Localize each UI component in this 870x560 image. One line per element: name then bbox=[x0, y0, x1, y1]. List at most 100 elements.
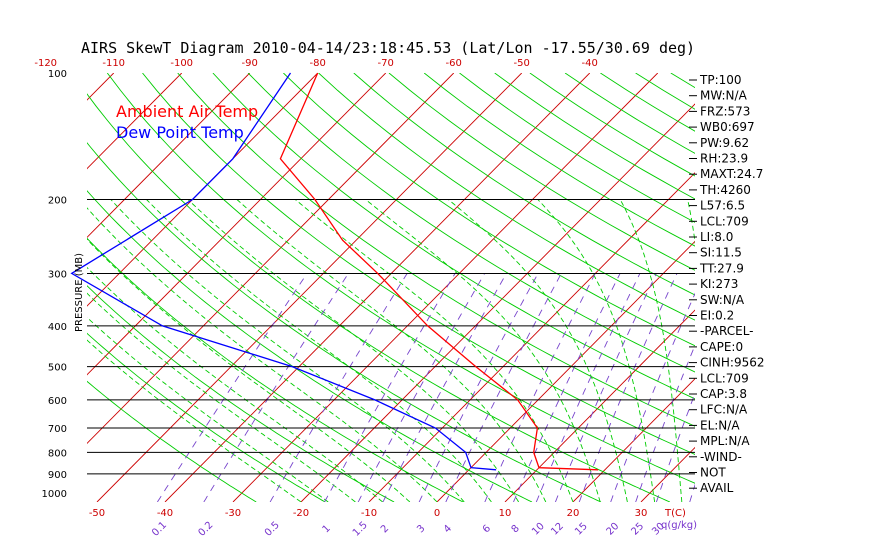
moist-adiabat-line bbox=[537, 199, 656, 502]
pressure-tick-label: 1000 bbox=[42, 489, 67, 500]
isotherm-line bbox=[87, 73, 319, 307]
top-temp-tick-label: -80 bbox=[310, 58, 326, 69]
dry-adiabat-line bbox=[87, 237, 464, 502]
mixing-ratio-line bbox=[610, 292, 695, 502]
bottom-temp-tick-label: 10 bbox=[499, 508, 512, 519]
index-label: RH:23.9 bbox=[700, 152, 748, 166]
pressure-tick-label: 600 bbox=[48, 396, 67, 407]
isotherm-line bbox=[0, 73, 46, 502]
mixing-ratio-tick-label: 8 bbox=[510, 523, 522, 535]
mixing-ratio-unit: q(g/kg) bbox=[661, 520, 697, 531]
dry-adiabat-line bbox=[388, 73, 695, 271]
dry-adiabat-line bbox=[87, 380, 257, 502]
mixing-ratio-tick-label: 0.1 bbox=[150, 520, 169, 539]
mixing-ratio-tick-label: 10 bbox=[530, 521, 547, 538]
bottom-temp-tick-label: 0 bbox=[434, 508, 440, 519]
bottom-temp-tick-label: 20 bbox=[567, 508, 580, 519]
index-label: L57:6.5 bbox=[700, 199, 745, 213]
index-label: MPL:N/A bbox=[700, 434, 750, 448]
index-label: EI:0.2 bbox=[700, 309, 734, 323]
index-label: AVAIL bbox=[700, 481, 734, 495]
mixing-ratio-tick-label: 0.2 bbox=[197, 520, 216, 539]
mixing-ratio-line bbox=[418, 273, 539, 502]
mixing-ratio-line bbox=[157, 273, 308, 502]
isotherm-line bbox=[232, 73, 659, 502]
index-label: -PARCEL- bbox=[700, 324, 754, 338]
mixing-ratio-tick-label: 3 bbox=[415, 523, 427, 535]
bottom-temp-tick-label: 30 bbox=[635, 508, 648, 519]
index-label: TH:4260 bbox=[699, 183, 751, 197]
index-label: LI:8.0 bbox=[700, 230, 733, 244]
bottom-temp-tick-label: -40 bbox=[157, 508, 173, 519]
diagram-background bbox=[0, 73, 870, 502]
moist-adiabat-line bbox=[87, 266, 383, 502]
index-label: LCL:709 bbox=[700, 214, 749, 228]
index-label: KI:273 bbox=[700, 277, 738, 291]
isotherm-line bbox=[87, 73, 183, 170]
mixing-ratio-line bbox=[357, 273, 486, 502]
index-label: PW:9.62 bbox=[700, 136, 749, 150]
top-temp-tick-label: -100 bbox=[170, 58, 193, 69]
index-label: WB0:697 bbox=[700, 120, 755, 134]
index-label: -WIND- bbox=[700, 450, 742, 464]
mixing-ratio-line bbox=[484, 273, 596, 502]
isotherm-line bbox=[640, 446, 695, 502]
dry-adiabat-line bbox=[353, 73, 695, 296]
bottom-temp-tick-label: -50 bbox=[89, 508, 105, 519]
pressure-tick-label: 400 bbox=[48, 322, 67, 333]
index-label: MW:N/A bbox=[700, 89, 748, 103]
index-label: MAXT:24.7 bbox=[700, 167, 763, 181]
moist-adiabat-line bbox=[87, 238, 411, 502]
isotherm-line bbox=[87, 73, 455, 445]
isotherm-line bbox=[777, 73, 870, 502]
pressure-tick-label: 900 bbox=[48, 470, 67, 481]
dry-adiabat-line bbox=[106, 73, 695, 484]
mixing-ratio-line bbox=[269, 273, 408, 502]
moist-adiabat-line bbox=[365, 199, 601, 502]
mixing-ratio-line bbox=[445, 273, 562, 502]
dry-adiabat-line bbox=[283, 73, 695, 347]
moist-adiabat-line bbox=[87, 316, 329, 502]
dew-point-temp-line bbox=[70, 72, 497, 471]
bottom-temp-tick-label: -30 bbox=[225, 508, 241, 519]
pressure-tick-label: 100 bbox=[48, 69, 67, 80]
index-label: NOT bbox=[700, 466, 726, 480]
top-temp-tick-label: -60 bbox=[446, 58, 462, 69]
mixing-ratio-tick-label: 0.5 bbox=[263, 520, 282, 539]
index-label: SW:N/A bbox=[700, 293, 745, 307]
top-temp-tick-label: -70 bbox=[378, 58, 394, 69]
isotherm-line bbox=[300, 103, 695, 502]
mixing-ratio-line bbox=[554, 273, 657, 502]
mixing-ratio-tick-label: 1 bbox=[321, 523, 333, 535]
pressure-tick-label: 200 bbox=[48, 195, 67, 206]
dry-adiabat-line bbox=[318, 73, 695, 321]
mixing-ratio-line bbox=[203, 273, 349, 502]
mixing-ratio-line bbox=[382, 273, 507, 502]
mixing-ratio-tick-label: 12 bbox=[549, 521, 566, 538]
legend: Ambient Air Temp Dew Point Temp bbox=[116, 102, 258, 142]
isotherm-line bbox=[504, 309, 695, 502]
top-temp-tick-label: -40 bbox=[582, 58, 598, 69]
index-label: FRZ:573 bbox=[700, 104, 750, 118]
chart-title: AIRS SkewT Diagram 2010-04-14/23:18:45.5… bbox=[81, 39, 695, 57]
mixing-ratio-tick-label: 2 bbox=[379, 523, 391, 535]
isotherm-line bbox=[87, 73, 387, 376]
isotherm-line bbox=[572, 378, 695, 502]
dry-adiabat-line bbox=[494, 73, 695, 200]
pressure-tick-label: 700 bbox=[48, 424, 67, 435]
index-label: LFC:N/A bbox=[700, 403, 748, 417]
dry-adiabat-line bbox=[177, 73, 695, 427]
index-label: CINH:9562 bbox=[700, 356, 765, 370]
isotherm-line bbox=[96, 73, 523, 502]
top-temp-tick-label: -50 bbox=[514, 58, 530, 69]
moist-adiabat-line bbox=[87, 292, 356, 502]
dry-adiabat-line bbox=[212, 73, 695, 400]
top-temp-tick-label: -90 bbox=[242, 58, 258, 69]
dry-adiabat-line bbox=[247, 73, 695, 373]
moist-adiabat-line bbox=[146, 199, 492, 502]
moist-adiabat-line bbox=[87, 207, 438, 502]
top-temp-tick-label: -110 bbox=[102, 58, 125, 69]
bottom-temp-tick-label: -10 bbox=[361, 508, 377, 519]
